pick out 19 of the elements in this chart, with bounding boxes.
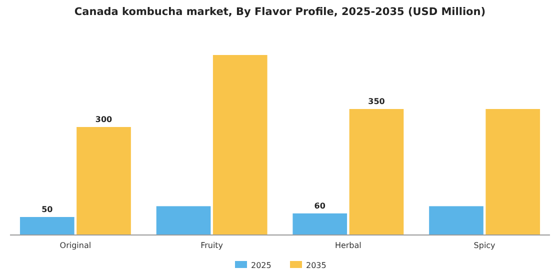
data-label: 350 [368,97,386,106]
bar [292,213,348,235]
legend-label: 2025 [251,261,272,270]
bar [20,217,74,235]
chart-title: Canada kombucha market, By Flavor Profile, 2025-2035 (USD Million) [74,6,486,18]
data-label: 300 [95,115,113,124]
x-tick-label: Original [60,241,92,250]
bar [156,206,211,235]
data-label: 50 [42,205,54,214]
bar [212,55,268,235]
x-tick-label: Herbal [334,241,362,250]
x-tick-label: Fruity [200,241,224,250]
bar [486,109,540,235]
x-tick-label: Spicy [474,241,496,250]
data-label: 60 [314,201,326,210]
bar [349,109,404,235]
legend-label: 2035 [306,261,326,270]
bar [76,127,131,235]
bar [429,206,484,235]
